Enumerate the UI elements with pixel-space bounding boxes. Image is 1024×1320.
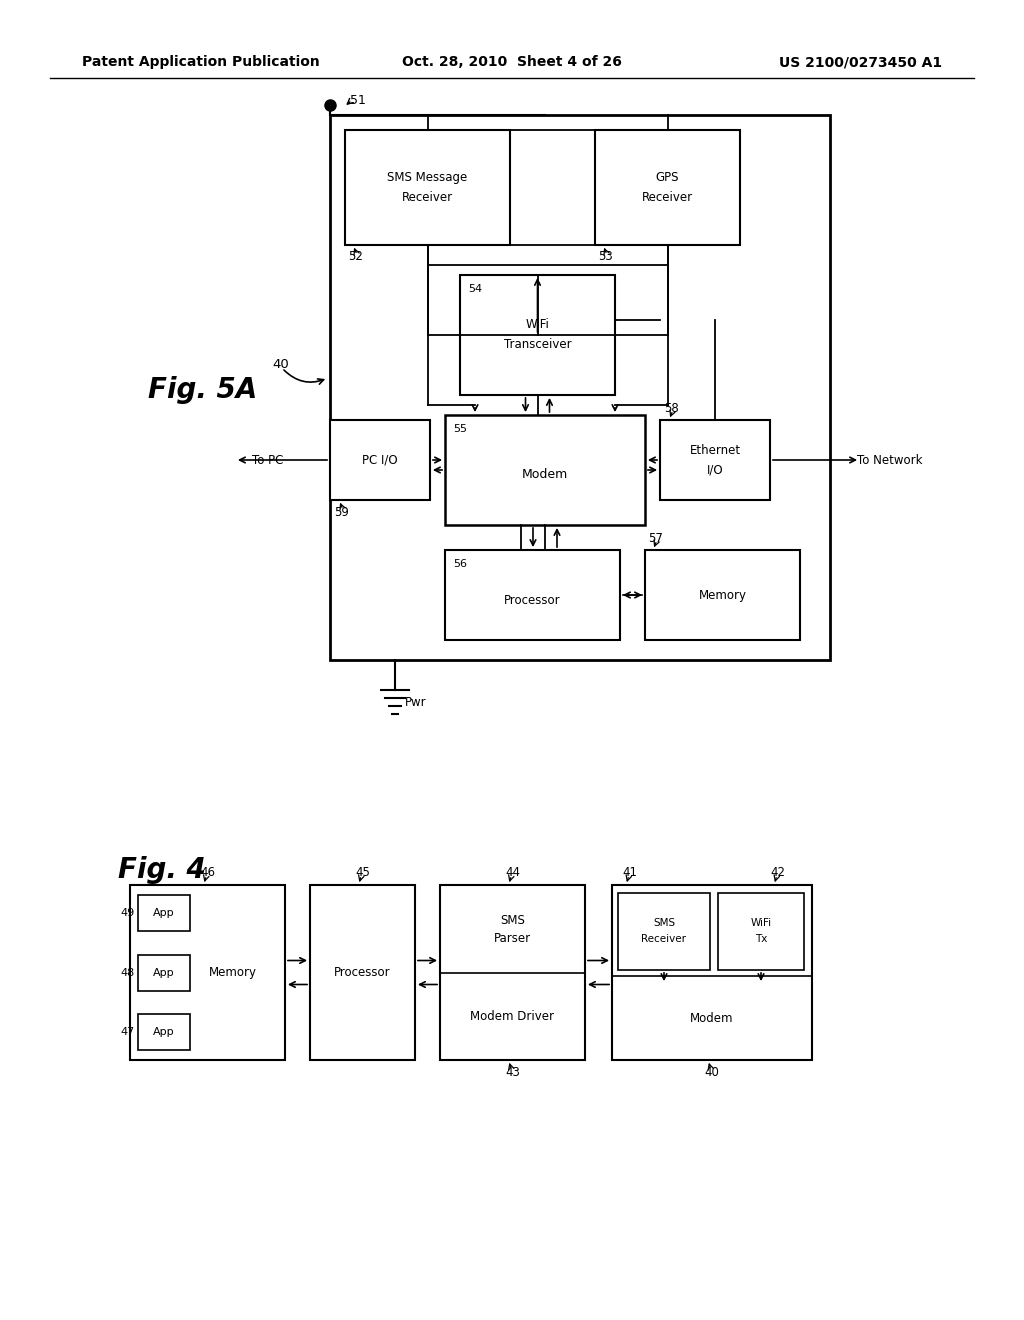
Bar	[460, 275, 615, 395]
Text: 53: 53	[598, 251, 612, 264]
Text: 54: 54	[468, 284, 482, 294]
Text: 46: 46	[200, 866, 215, 879]
Text: App: App	[154, 908, 175, 917]
Text: 56: 56	[453, 558, 467, 569]
Text: Receiver: Receiver	[642, 191, 693, 205]
Text: App: App	[154, 968, 175, 978]
Text: US 2100/0273450 A1: US 2100/0273450 A1	[779, 55, 942, 69]
Text: 41: 41	[622, 866, 637, 879]
Text: Oct. 28, 2010  Sheet 4 of 26: Oct. 28, 2010 Sheet 4 of 26	[402, 55, 622, 69]
Text: WiFi: WiFi	[525, 318, 550, 331]
Text: Parser: Parser	[494, 932, 531, 945]
Text: SMS Message: SMS Message	[387, 172, 468, 183]
Text: 44: 44	[505, 866, 520, 879]
Text: Fig. 4: Fig. 4	[118, 855, 206, 884]
Text: Memory: Memory	[209, 966, 256, 979]
Text: 40: 40	[705, 1065, 720, 1078]
Text: 55: 55	[453, 424, 467, 434]
Bar	[138, 954, 190, 990]
Text: 51: 51	[350, 94, 366, 107]
Text: 52: 52	[348, 251, 362, 264]
Text: 42: 42	[770, 866, 785, 879]
Text: 59: 59	[334, 506, 349, 519]
Text: 47: 47	[121, 1027, 135, 1038]
Bar	[330, 420, 430, 500]
Bar	[660, 420, 770, 500]
Bar	[440, 884, 585, 1060]
Text: Processor: Processor	[334, 966, 391, 979]
Text: Receiver: Receiver	[641, 935, 686, 945]
Text: Processor: Processor	[504, 594, 561, 606]
Text: Fig. 5A: Fig. 5A	[148, 376, 257, 404]
Text: 45: 45	[355, 866, 370, 879]
Text: Tx: Tx	[755, 935, 767, 945]
Bar	[718, 894, 804, 970]
Text: 43: 43	[505, 1065, 520, 1078]
Text: Receiver: Receiver	[402, 191, 453, 205]
Bar	[445, 414, 645, 525]
Text: Memory: Memory	[698, 589, 746, 602]
Bar	[618, 894, 710, 970]
Text: Ethernet: Ethernet	[689, 444, 740, 457]
Bar	[612, 884, 812, 1060]
Text: Modem Driver: Modem Driver	[470, 1010, 555, 1023]
Bar	[330, 115, 830, 660]
Bar	[595, 129, 740, 246]
Text: SMS: SMS	[500, 915, 525, 927]
Bar	[445, 550, 620, 640]
Text: WiFi: WiFi	[751, 919, 771, 928]
Bar	[645, 550, 800, 640]
Text: Pwr: Pwr	[406, 696, 427, 709]
Bar	[310, 884, 415, 1060]
Text: App: App	[154, 1027, 175, 1038]
Text: 57: 57	[648, 532, 663, 544]
Text: I/O: I/O	[707, 463, 723, 477]
Text: GPS: GPS	[655, 172, 679, 183]
Bar	[138, 895, 190, 931]
Bar	[130, 884, 285, 1060]
Text: To PC: To PC	[252, 454, 284, 466]
Text: Transceiver: Transceiver	[504, 338, 571, 351]
Text: PC I/O: PC I/O	[362, 454, 397, 466]
Text: Modem: Modem	[690, 1011, 734, 1024]
Text: Patent Application Publication: Patent Application Publication	[82, 55, 319, 69]
Bar	[138, 1014, 190, 1049]
Text: 58: 58	[664, 401, 679, 414]
Text: SMS: SMS	[653, 919, 675, 928]
Text: Modem: Modem	[522, 469, 568, 482]
Text: 40: 40	[272, 359, 289, 371]
Text: 48: 48	[121, 968, 135, 978]
Text: To Network: To Network	[857, 454, 923, 466]
Text: 49: 49	[121, 908, 135, 917]
Bar	[345, 129, 510, 246]
